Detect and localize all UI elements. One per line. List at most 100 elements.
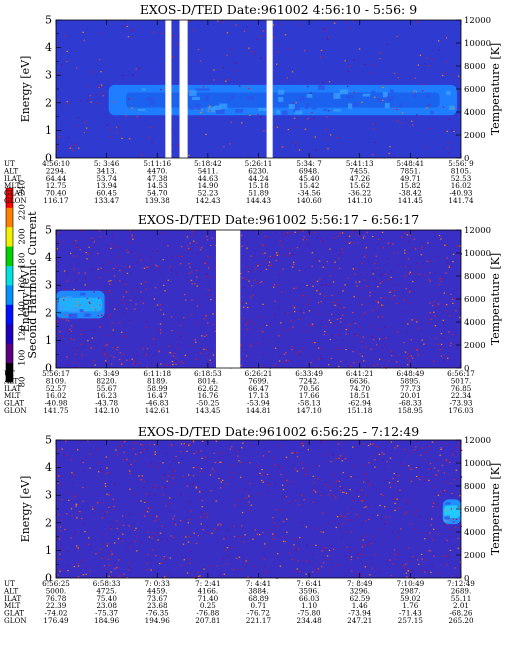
colorbar-frame [5, 187, 14, 383]
data-point [250, 445, 253, 447]
data-point [452, 302, 454, 304]
data-point [226, 557, 228, 559]
data-point [143, 481, 145, 483]
data-point [165, 505, 167, 507]
data-point [278, 273, 280, 275]
data-point [174, 352, 176, 354]
data-point [343, 491, 346, 494]
data-point [385, 448, 387, 450]
data-point [75, 305, 77, 307]
data-point [78, 147, 80, 149]
data-point [312, 355, 314, 357]
data-point [449, 549, 452, 551]
data-point [275, 259, 278, 262]
data-point [107, 334, 109, 337]
data-point [272, 24, 275, 26]
data-point [175, 357, 177, 359]
data-point [93, 291, 95, 293]
table-cell: 158.95 [398, 406, 424, 415]
data-point [148, 515, 150, 517]
data-point [415, 446, 417, 448]
data-point [433, 467, 436, 469]
data-point [66, 280, 69, 282]
data-point [110, 136, 112, 138]
data-point [73, 243, 75, 245]
data-point [335, 526, 337, 529]
y2-tick-label: 0 [464, 154, 469, 164]
data-point [324, 330, 326, 333]
data-point [200, 450, 202, 452]
table-cell: -40.93 [449, 189, 472, 198]
data-point [159, 304, 162, 306]
data-point [127, 291, 129, 293]
data-point [457, 547, 459, 549]
data-point [189, 266, 191, 268]
data-point [396, 498, 398, 500]
data-point [282, 146, 284, 148]
data-point [448, 556, 450, 558]
data-point [196, 242, 198, 244]
data-point [454, 526, 456, 528]
data-point [175, 271, 178, 273]
band-texture [188, 90, 197, 96]
data-point [336, 137, 338, 139]
data-point [321, 550, 323, 552]
data-point [170, 316, 173, 318]
data-point [79, 304, 81, 306]
y-tick-label: 1 [45, 544, 52, 557]
data-point [263, 556, 266, 558]
data-point [182, 543, 185, 545]
data-point [382, 304, 384, 306]
data-point [404, 232, 406, 234]
table-cell: 2294. [46, 166, 67, 175]
data-point [428, 65, 431, 67]
data-point [120, 441, 122, 443]
data-point [220, 461, 222, 463]
data-point [197, 575, 200, 577]
data-point [114, 482, 116, 485]
data-point [443, 292, 445, 294]
data-point [314, 528, 317, 530]
data-point [448, 265, 450, 267]
data-point [291, 346, 294, 348]
data-point [291, 266, 294, 268]
data-point [63, 454, 65, 456]
data-point [259, 534, 261, 536]
data-point [141, 297, 143, 300]
data-point [129, 513, 131, 515]
data-point [279, 240, 281, 242]
data-point [405, 572, 408, 574]
data-point [81, 518, 83, 520]
data-point [162, 494, 165, 496]
table-row-label: MLT [4, 391, 21, 400]
data-point [75, 503, 77, 505]
data-point [238, 535, 240, 537]
data-point [119, 358, 121, 361]
data-point [207, 322, 209, 324]
data-point [154, 494, 156, 496]
data-point [311, 282, 314, 284]
data-point [80, 100, 82, 102]
data-point [397, 356, 399, 358]
data-point [346, 85, 349, 87]
table-row-label: ILAT [4, 594, 21, 603]
data-point [320, 354, 322, 357]
data-point [407, 502, 409, 504]
data-point [178, 255, 180, 257]
data-point [292, 305, 294, 307]
data-point [333, 22, 336, 24]
band-texture [281, 110, 288, 116]
data-point [86, 258, 88, 260]
data-point [196, 352, 199, 354]
data-point [205, 334, 208, 336]
colorbar-segment [6, 285, 13, 305]
data-point [131, 107, 133, 109]
data-point [407, 353, 409, 355]
data-point [104, 514, 106, 516]
data-point [407, 321, 410, 323]
data-point [99, 304, 101, 306]
table-cell: 151.18 [347, 406, 373, 415]
data-point [421, 246, 423, 248]
data-point [303, 330, 305, 332]
data-point [293, 547, 296, 550]
